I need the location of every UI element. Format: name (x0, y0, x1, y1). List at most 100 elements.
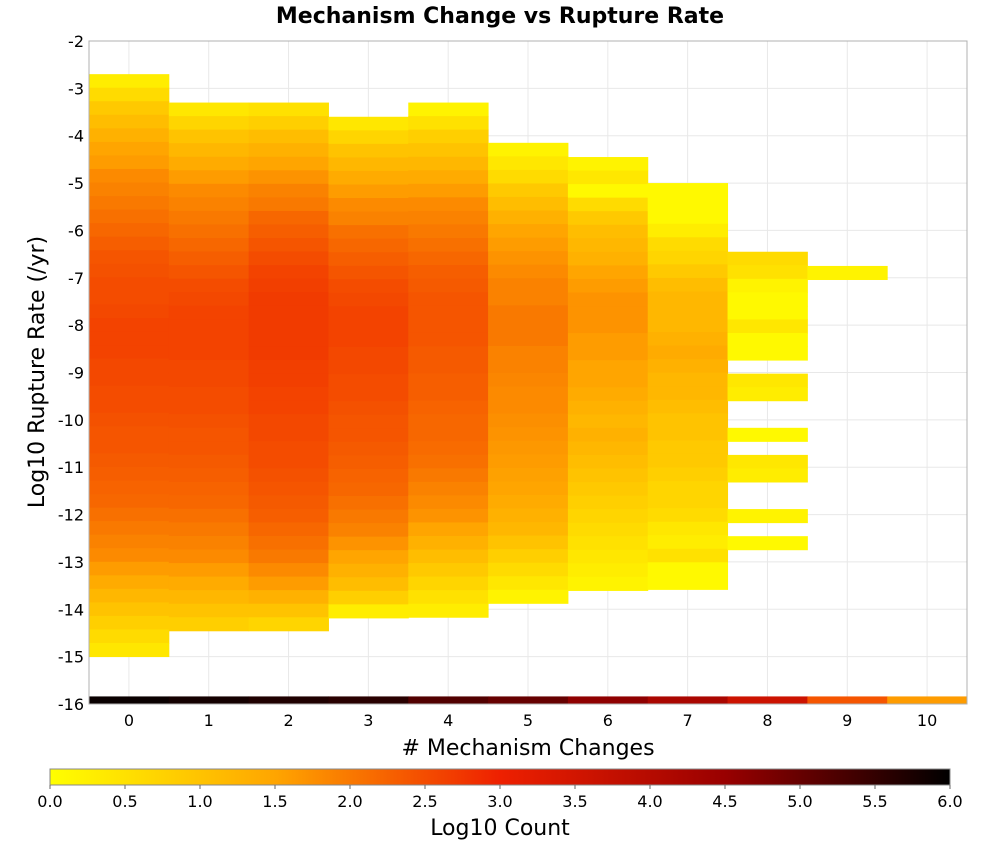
heatmap-cell (248, 373, 329, 388)
heatmap-cell (168, 468, 250, 483)
colorbar-tick-label: 5.5 (862, 792, 887, 811)
heatmap-cell (408, 400, 489, 415)
heatmap-cell (328, 265, 409, 280)
heatmap-cell (488, 427, 569, 442)
heatmap-cell (248, 414, 329, 429)
heatmap-cell (408, 373, 489, 388)
heatmap-cell (727, 346, 808, 361)
heatmap-cell (647, 440, 729, 455)
heatmap-cell (328, 211, 409, 226)
heatmap-cell (248, 359, 329, 374)
heatmap-cell (408, 143, 489, 158)
heatmap-cell (647, 250, 729, 265)
heatmap-cell (89, 480, 170, 495)
heatmap-cell (248, 210, 329, 225)
heatmap-cell (408, 563, 489, 578)
heatmap-cell (408, 346, 489, 361)
heatmap-cell (328, 496, 409, 511)
heatmap-cell (408, 603, 489, 618)
heatmap-cell (408, 305, 489, 320)
heatmap-cell (727, 305, 808, 320)
colorbar-tick-label: 5.0 (787, 792, 812, 811)
heatmap-cell (408, 508, 489, 523)
heatmap-cell (168, 414, 250, 429)
heatmap-cell (89, 548, 170, 563)
heatmap-cell (89, 575, 170, 590)
heatmap-cell (328, 577, 409, 592)
heatmap-cell (328, 414, 409, 429)
heatmap-cell (488, 400, 569, 415)
bottom-bin-cell (807, 696, 888, 704)
heatmap-cell (727, 509, 808, 524)
heatmap-cell (488, 535, 569, 550)
y-tick-label: -5 (68, 174, 84, 193)
heatmap-cell (248, 197, 329, 212)
heatmap-cell (248, 603, 329, 618)
chart-title: Mechanism Change vs Rupture Rate (276, 4, 724, 29)
heatmap-cell (89, 263, 170, 278)
heatmap-cell (328, 455, 409, 470)
heatmap-cell (328, 225, 409, 240)
heatmap-cell (328, 319, 409, 334)
heatmap-cell (248, 292, 329, 307)
heatmap-cell (567, 427, 649, 442)
heatmap-cell (248, 265, 329, 280)
heatmap-cell (567, 522, 649, 537)
heatmap-cell (248, 563, 329, 578)
heatmap-cell (567, 333, 649, 348)
heatmap-cell (89, 223, 170, 238)
heatmap-cell (328, 428, 409, 443)
heatmap-cell (248, 238, 329, 253)
heatmap-cell (328, 238, 409, 253)
heatmap-cell (248, 116, 329, 131)
x-tick-label: 8 (762, 711, 772, 730)
heatmap-cell (647, 494, 729, 509)
heatmap-cell (567, 184, 649, 199)
heatmap-cell (89, 114, 170, 129)
bottom-bin-cell (89, 696, 170, 704)
heatmap-cell (488, 183, 569, 198)
heatmap-cell (408, 535, 489, 551)
heatmap-cell (89, 602, 170, 617)
heatmap-cell (168, 549, 250, 564)
heatmap-cell (168, 116, 250, 131)
heatmap-cell (248, 427, 329, 442)
heatmap-cell (89, 494, 170, 509)
heatmap-cell (168, 522, 250, 537)
heatmap-cell (567, 414, 649, 429)
heatmap-cell (647, 264, 729, 279)
y-tick-labels: -2 -3 -4 -5 -6 -7 -8 -9 -10 -11 -12 -13 -14 -15 -16 (58, 32, 84, 714)
heatmap-cell (488, 196, 569, 212)
heatmap-cell (408, 481, 489, 496)
y-tick-label: -10 (58, 411, 84, 430)
y-tick-label: -7 (68, 269, 84, 288)
heatmap-cell (727, 292, 808, 307)
heatmap-cell (567, 549, 649, 564)
heatmap-cell (408, 129, 489, 144)
heatmap-cell (248, 481, 329, 496)
heatmap-cell (248, 183, 329, 198)
heatmap-cell (567, 346, 649, 361)
x-tick-label: 3 (363, 711, 373, 730)
heatmap-cell (647, 304, 729, 320)
heatmap-cell (328, 143, 409, 158)
heatmap-cell (567, 495, 649, 510)
heatmap-cell (89, 399, 170, 414)
heatmap-cell (408, 265, 489, 280)
heatmap-cell (328, 292, 409, 307)
heatmap-cell (647, 575, 729, 590)
heatmap-cell (567, 509, 649, 524)
x-axis-label: # Mechanism Changes (401, 736, 654, 761)
heatmap-cell (168, 427, 250, 442)
heatmap-cell (168, 576, 250, 591)
heatmap-cell (168, 143, 250, 158)
heatmap-cell (408, 197, 489, 212)
heatmap-cell (89, 317, 170, 332)
heatmap-cell (168, 441, 250, 456)
heatmap-cell (807, 265, 888, 280)
heatmap-cell (647, 535, 729, 550)
heatmap-cell (89, 141, 170, 156)
colorbar-tick-label: 2.5 (412, 792, 437, 811)
heatmap-cell (567, 265, 649, 280)
heatmap-cell (328, 130, 409, 145)
